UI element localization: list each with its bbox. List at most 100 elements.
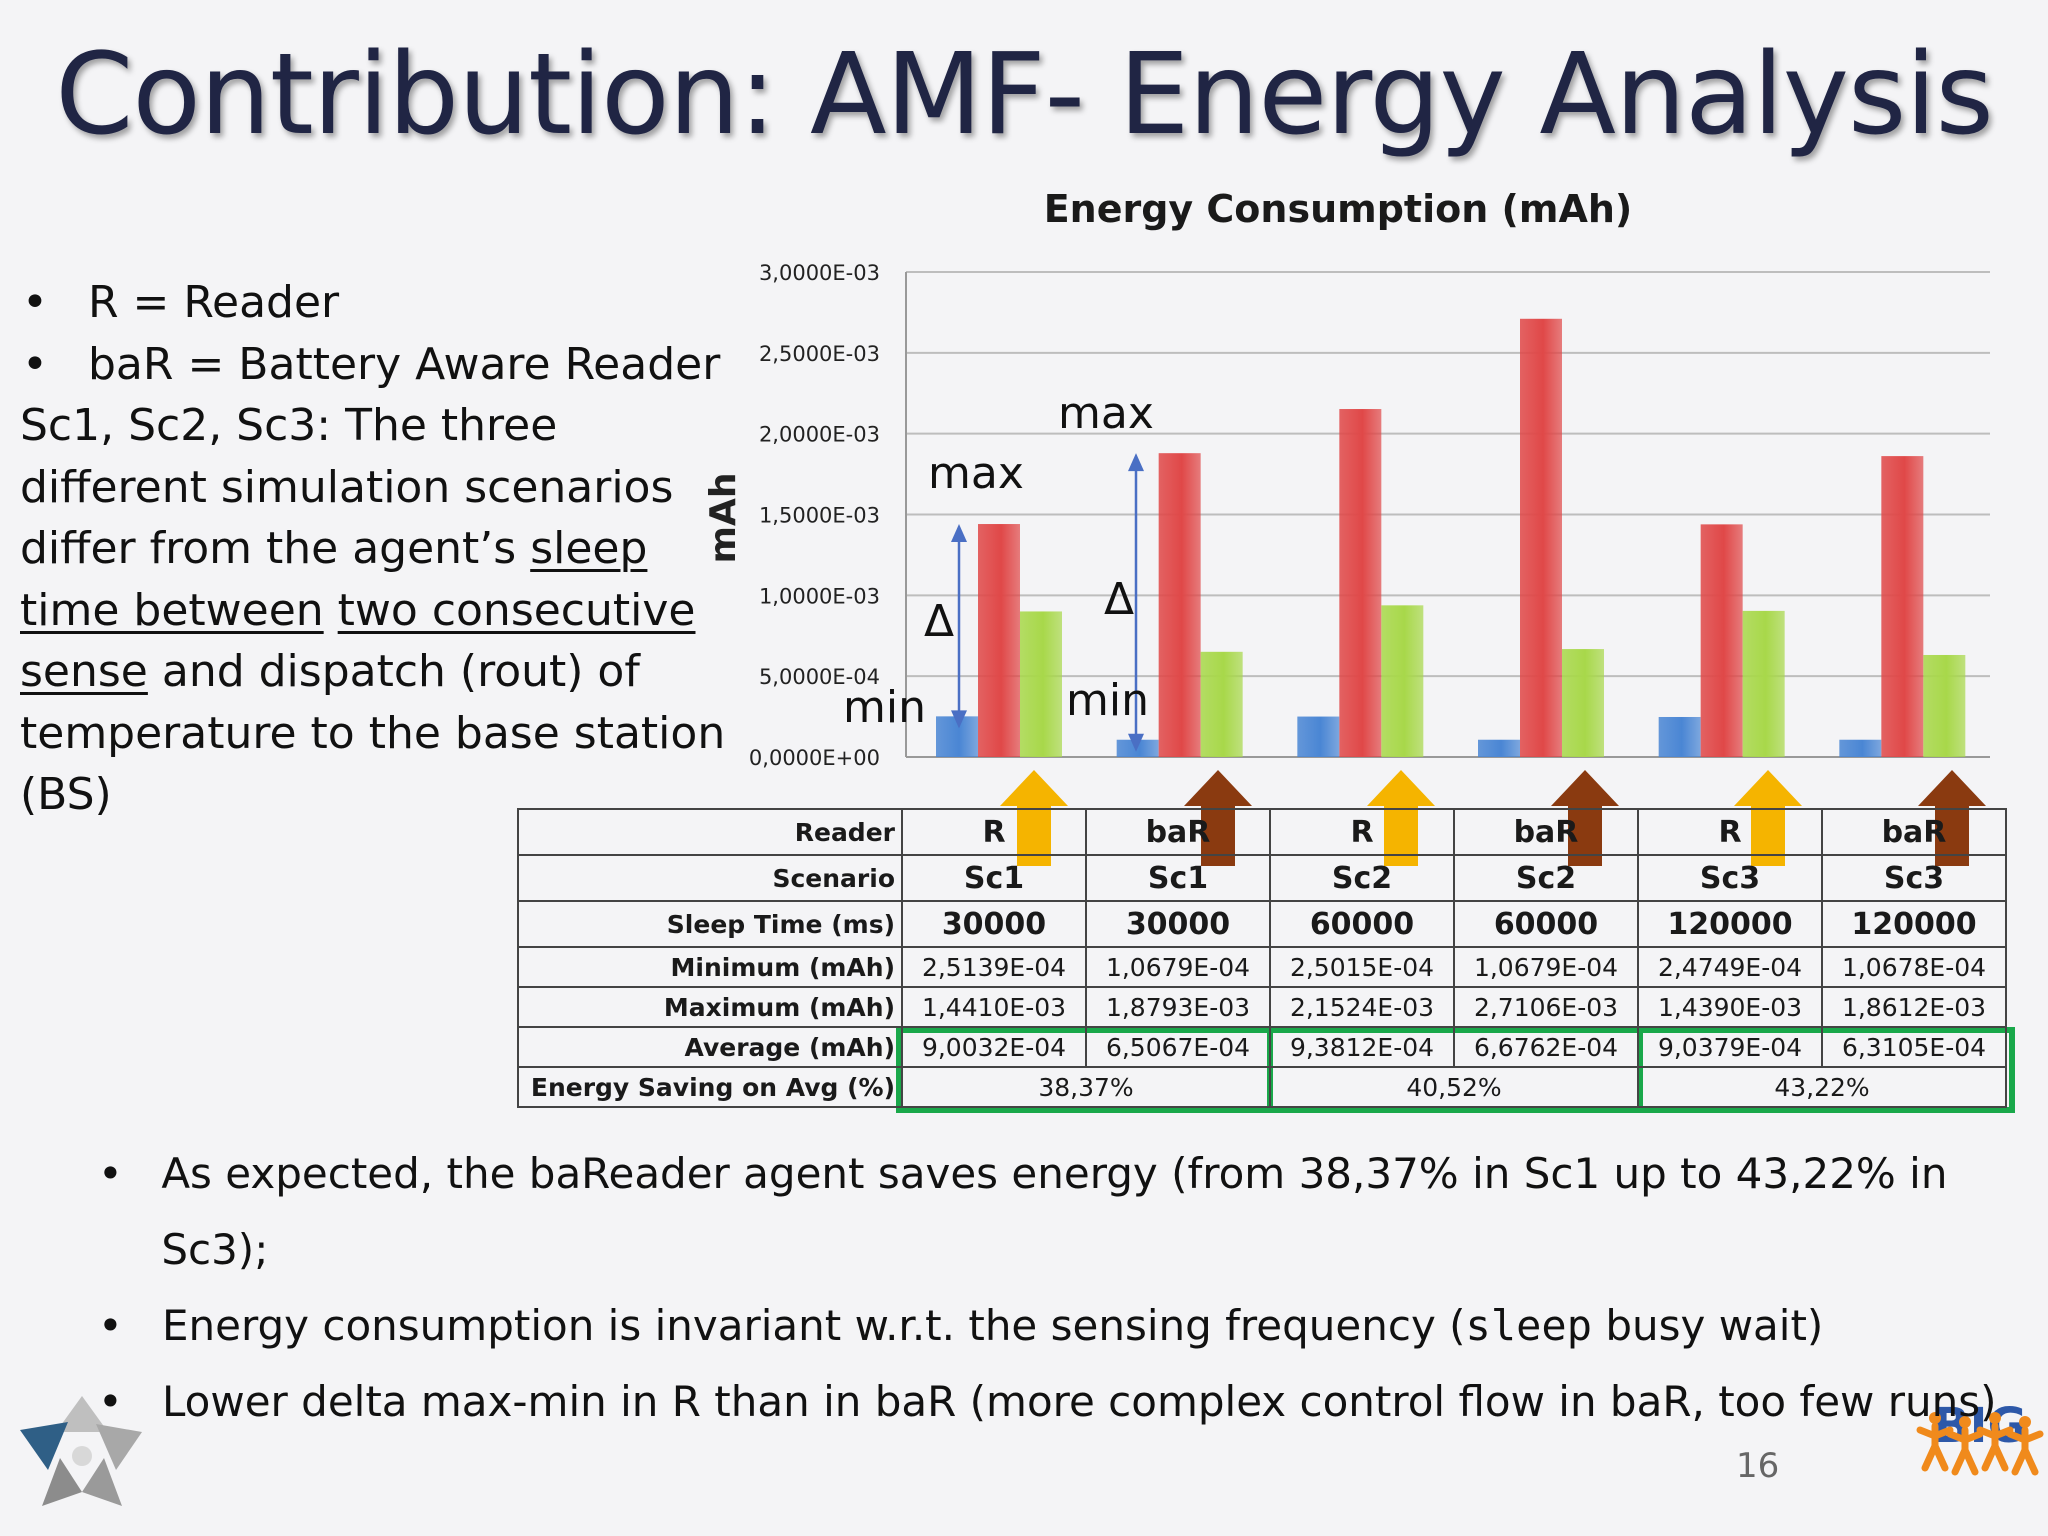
desc-part-b: and dispatch (rout) of temperature to th… <box>20 646 726 820</box>
delta-label: Δ <box>1104 574 1134 625</box>
bar <box>1881 456 1924 757</box>
bar <box>1020 611 1062 757</box>
row-label: Reader <box>517 808 903 856</box>
y-axis-label: mAh <box>703 472 744 563</box>
bar <box>1381 605 1424 757</box>
table-cell: 60000 <box>1269 900 1455 948</box>
conclusion-2-part-b: busy wait) <box>1591 1301 1824 1350</box>
table-cell: Sc3 <box>1821 854 2007 902</box>
y-tick-label: 1,0000E-03 <box>759 584 880 608</box>
bar <box>1297 716 1340 757</box>
y-tick-label: 2,5000E-03 <box>759 342 880 366</box>
y-tick-label: 5,0000E-04 <box>759 665 880 689</box>
bar <box>1658 716 1701 757</box>
y-tick-label: 3,0000E-03 <box>759 261 880 285</box>
arrow-head-up <box>1128 453 1144 472</box>
table-cell: Sc1 <box>901 854 1087 902</box>
page-number: 16 <box>1736 1446 1780 1486</box>
code-sleep: sleep <box>1465 1301 1592 1350</box>
table-cell: 60000 <box>1453 900 1639 948</box>
table-cell: R <box>1269 808 1455 856</box>
y-tick-label: 2,0000E-03 <box>759 423 880 447</box>
conclusion-3-text: Lower delta max-min in R than in baR (mo… <box>162 1377 1997 1426</box>
table-cell: 30000 <box>1085 900 1271 948</box>
bullet-reader-text: R = Reader <box>88 277 340 328</box>
big-logo-text: BIG <box>1933 1398 2027 1454</box>
table-cell: 9,3812E-04 <box>1269 1026 1455 1068</box>
table-cell: 120000 <box>1821 900 2007 948</box>
table-cell: 1,0679E-04 <box>1085 946 1271 988</box>
table-cell: 38,37% <box>901 1066 1271 1108</box>
bullet-dot: • <box>22 277 48 328</box>
conclusion-1-text: As expected, the baReader agent saves en… <box>161 1149 1948 1274</box>
table-cell: 40,52% <box>1269 1066 1639 1108</box>
table-cell: 9,0379E-04 <box>1637 1026 1823 1068</box>
bullet-bar-text: baR = Battery Aware Reader <box>88 338 721 390</box>
conclusion-3: • Lower delta max-min in R than in baR (… <box>98 1364 2048 1440</box>
max-label: max <box>1058 388 1154 439</box>
table-row-minimum: Minimum (mAh) 2,5139E-04 1,0679E-04 2,50… <box>517 946 2007 988</box>
row-label: Energy Saving on Avg (%) <box>517 1066 903 1108</box>
table-cell: 2,1524E-03 <box>1269 986 1455 1028</box>
table-cell: 1,8612E-03 <box>1821 986 2007 1028</box>
conclusion-2-part-a: Energy consumption is invariant w.r.t. t… <box>162 1301 1466 1350</box>
y-ticks: 3,0000E-03 2,5000E-03 2,0000E-03 1,5000E-03… <box>749 261 880 770</box>
bar <box>1839 739 1882 757</box>
bar <box>1700 524 1743 757</box>
results-table: Reader R baR R baR R baR Scenario Sc1 Sc… <box>517 808 2007 1108</box>
table-cell: 2,5139E-04 <box>901 946 1087 988</box>
table-cell: 6,6762E-04 <box>1453 1026 1639 1068</box>
table-cell: 9,0032E-04 <box>901 1026 1087 1068</box>
bullet-bar: • baR = Battery Aware Reader <box>20 334 740 396</box>
bar <box>1520 318 1562 757</box>
scenario-description: Sc1, Sc2, Sc3: The three different simul… <box>20 395 740 826</box>
desc-underline-2: two consecutive sense <box>20 584 696 698</box>
slide-title: Contribution: AMF- Energy Analysis <box>55 30 1994 160</box>
table-cell: Sc2 <box>1269 854 1455 902</box>
chart-title: Energy Consumption (mAh) <box>1044 187 1633 231</box>
grid-lines <box>905 271 1990 758</box>
bar <box>978 524 1020 757</box>
bar <box>1742 610 1785 757</box>
conclusion-2-text: Energy consumption is invariant w.r.t. t… <box>162 1288 1823 1364</box>
table-cell: R <box>901 808 1087 856</box>
table-cell: 2,7106E-03 <box>1453 986 1639 1028</box>
y-tick-label: 0,0000E+00 <box>749 746 880 770</box>
table-row-saving: Energy Saving on Avg (%) 38,37% 40,52% 4… <box>517 1066 2007 1108</box>
table-cell: baR <box>1085 808 1271 856</box>
left-notes: • R = Reader • baR = Battery Aware Reade… <box>20 272 740 826</box>
arrow-head-up <box>951 524 967 543</box>
table-cell: baR <box>1821 808 2007 856</box>
table-cell: 1,0679E-04 <box>1453 946 1639 988</box>
table-cell: Sc2 <box>1453 854 1639 902</box>
bars <box>936 318 1966 757</box>
table-row-average: Average (mAh) 9,0032E-04 6,5067E-04 9,38… <box>517 1026 2007 1068</box>
table-cell: 2,5015E-04 <box>1269 946 1455 988</box>
row-label: Scenario <box>517 854 903 902</box>
y-tick-label: 1,5000E-03 <box>759 504 880 528</box>
row-label: Minimum (mAh) <box>517 946 903 988</box>
table-cell: Sc3 <box>1637 854 1823 902</box>
bar <box>1116 739 1159 757</box>
table-cell: baR <box>1453 808 1639 856</box>
max-label: max <box>928 448 1024 499</box>
bullet-dot: • <box>22 338 48 390</box>
table-cell: 1,8793E-03 <box>1085 986 1271 1028</box>
table-cell: 6,3105E-04 <box>1821 1026 2007 1068</box>
table-row-maximum: Maximum (mAh) 1,4410E-03 1,8793E-03 2,15… <box>517 986 2007 1028</box>
bullet-reader: • R = Reader <box>20 272 740 334</box>
table-cell: 1,0678E-04 <box>1821 946 2007 988</box>
bar <box>1562 649 1604 757</box>
table-cell: R <box>1637 808 1823 856</box>
table-cell: 1,4410E-03 <box>901 986 1087 1028</box>
min-label: min <box>843 682 926 733</box>
table-row-scenario: Scenario Sc1 Sc1 Sc2 Sc2 Sc3 Sc3 <box>517 854 2007 902</box>
row-label: Average (mAh) <box>517 1026 903 1068</box>
table-cell: 1,4390E-03 <box>1637 986 1823 1028</box>
bullet-dot: • <box>98 1301 123 1350</box>
left-logo-icon <box>20 1396 142 1506</box>
table-cell: 30000 <box>901 900 1087 948</box>
bar <box>1478 739 1520 757</box>
conclusions: • As expected, the baReader agent saves … <box>98 1136 2048 1440</box>
